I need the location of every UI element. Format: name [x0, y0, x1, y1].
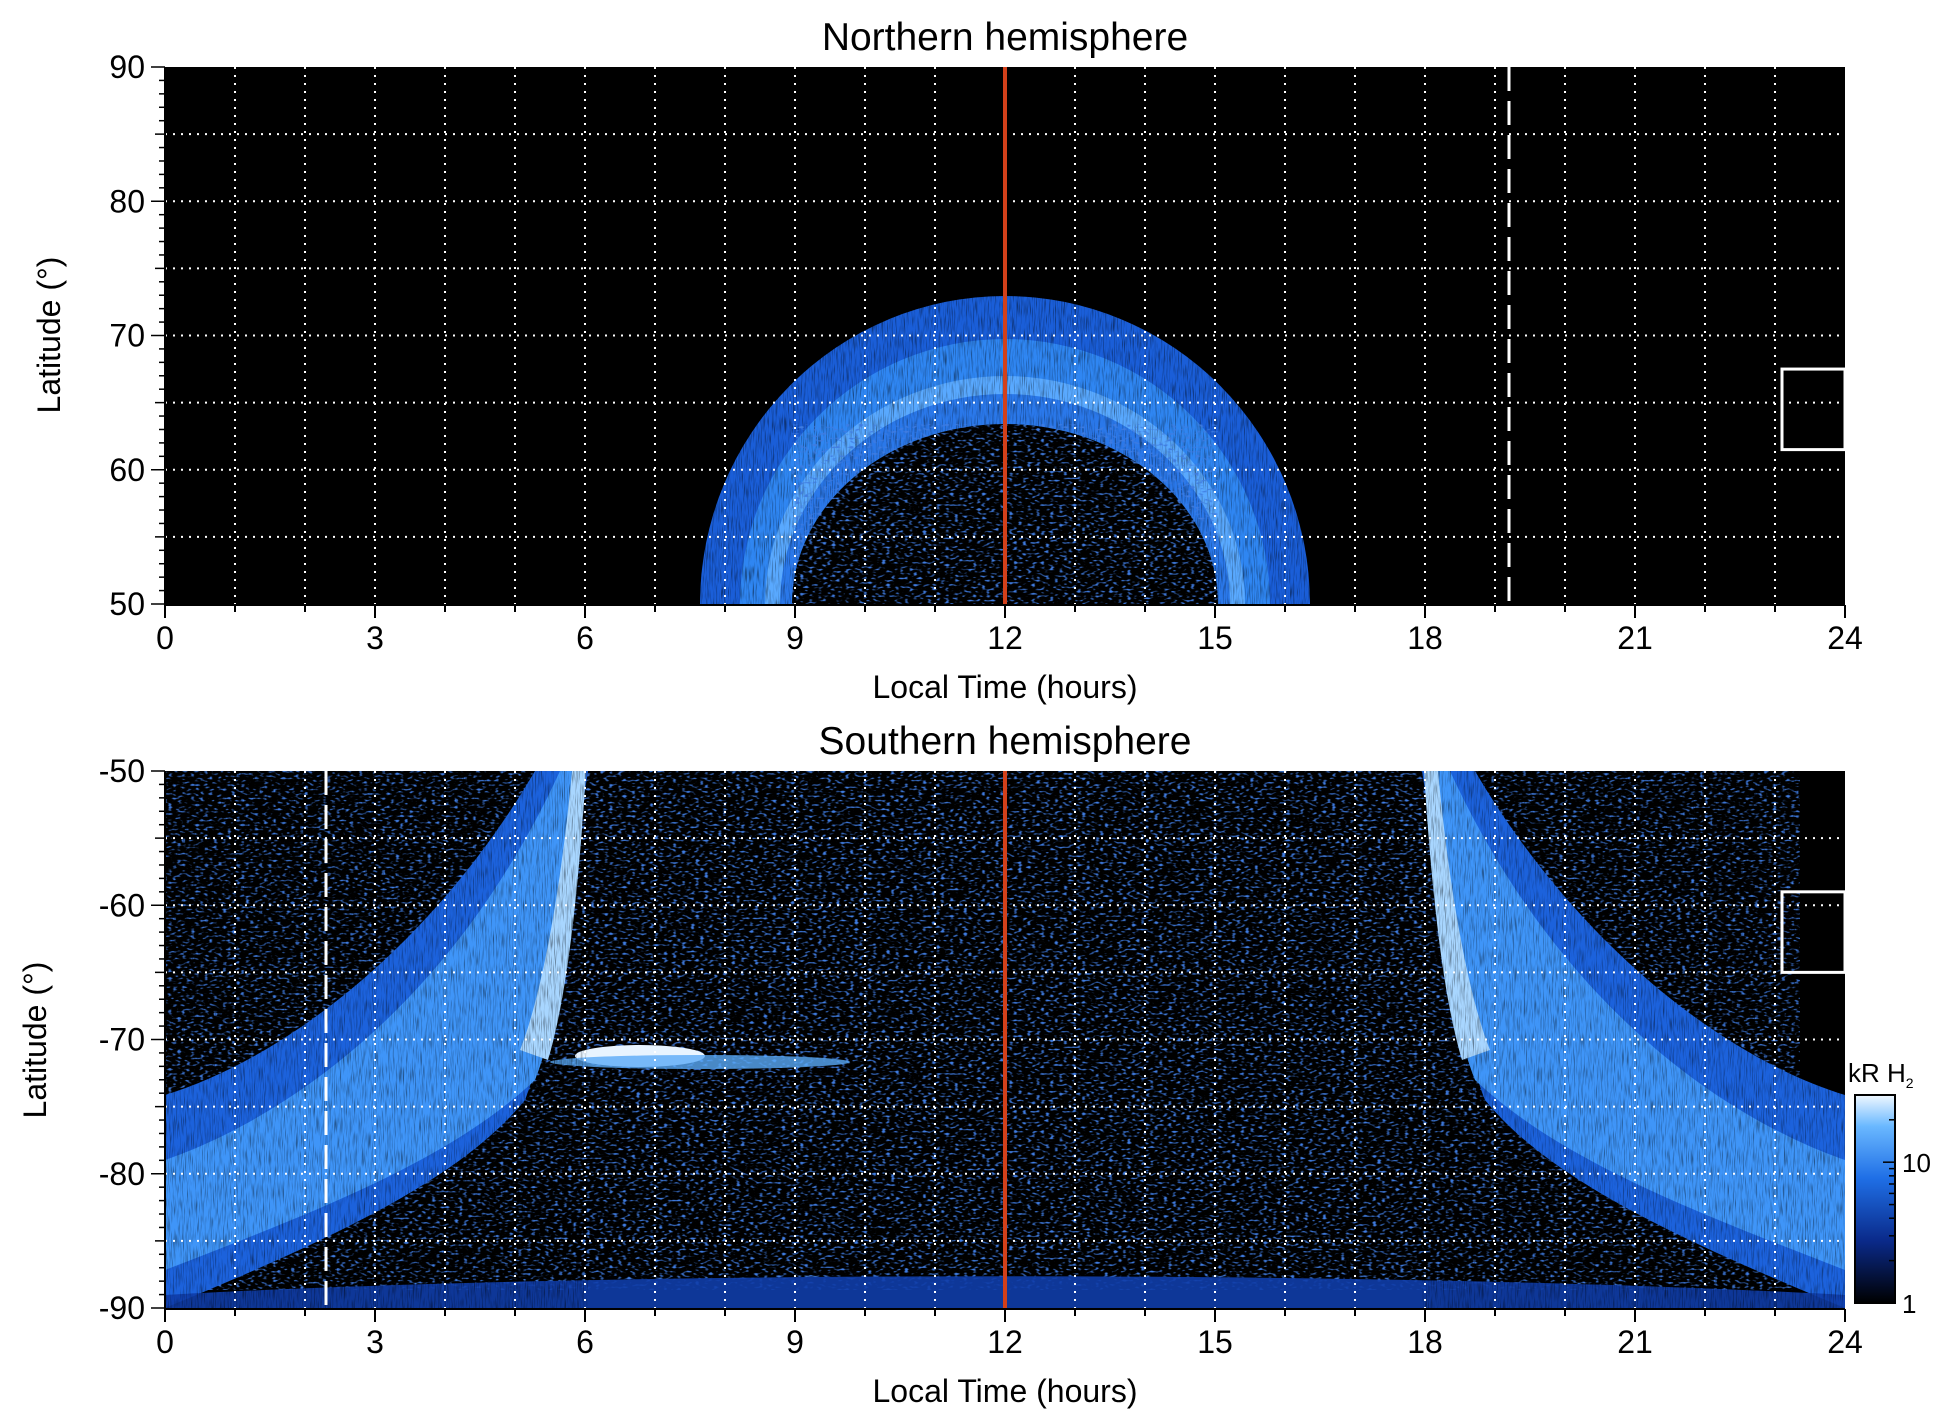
northern-x-tick-label: 24 [1827, 620, 1863, 656]
southern-x-tick-label: 24 [1827, 1324, 1863, 1360]
northern-x-axis-label: Local Time (hours) [873, 669, 1138, 705]
southern-x-tick-label: 9 [786, 1324, 804, 1360]
southern-y-axis-label: Latitude (°) [17, 962, 53, 1119]
southern-x-tick-label: 12 [987, 1324, 1023, 1360]
northern-y-tick-label: 50 [109, 586, 145, 622]
southern-x-tick-label: 21 [1617, 1324, 1653, 1360]
northern-highlight-box [1780, 367, 1847, 452]
northern-y-tick-label: 90 [109, 49, 145, 85]
southern-reference-lines [324, 771, 1847, 1308]
southern-y-tick-label: -80 [99, 1156, 145, 1192]
southern-x-tick-label: 15 [1197, 1324, 1233, 1360]
colorbar: 1 10 kR H2 [1848, 1058, 1931, 1319]
southern-y-tick-label: -90 [99, 1290, 145, 1326]
southern-x-tick-label: 0 [156, 1324, 174, 1360]
northern-x-tick-label: 21 [1617, 620, 1653, 656]
southern-y-tick-label: -50 [99, 753, 145, 789]
southern-y-tick-label: -60 [99, 887, 145, 923]
northern-x-tick-label: 9 [786, 620, 804, 656]
northern-reference-lines [1003, 67, 1847, 604]
northern-y-tick-label: 70 [109, 318, 145, 354]
southern-highlight-box [1780, 890, 1847, 974]
northern-x-tick-label: 3 [366, 620, 384, 656]
southern-x-tick-label: 18 [1407, 1324, 1443, 1360]
southern-x-axis-label: Local Time (hours) [873, 1373, 1138, 1409]
southern-y-tick-label: -70 [99, 1022, 145, 1058]
northern-y-tick-label: 80 [109, 183, 145, 219]
northern-panel: Northern hemisphere 0 3 6 9 12 15 18 21 24 50 60 70… [31, 16, 1863, 705]
southern-x-tick-label: 6 [576, 1324, 594, 1360]
southern-title: Southern hemisphere [819, 720, 1192, 763]
northern-x-tick-label: 6 [576, 620, 594, 656]
northern-title: Northern hemisphere [822, 16, 1188, 59]
colorbar-ticks: 1 10 [1883, 1094, 1931, 1319]
southern-x-tick-label: 3 [366, 1324, 384, 1360]
northern-y-tick-label: 60 [109, 452, 145, 488]
northern-x-tick-label: 15 [1197, 620, 1233, 656]
northern-x-tick-label: 12 [987, 620, 1023, 656]
northern-axes: 0 3 6 9 12 15 18 21 24 50 60 70 80 90 [109, 49, 1862, 656]
northern-emission-map [700, 296, 1310, 604]
colorbar-tick-label: 1 [1902, 1289, 1916, 1319]
colorbar-scale [1854, 1094, 1896, 1304]
southern-panel: Southern hemisphere 0 3 6 9 12 15 18 21 24 -90 -80… [17, 720, 1931, 1409]
northern-y-axis-label: Latitude (°) [31, 257, 67, 414]
colorbar-label: kR H2 [1848, 1058, 1914, 1091]
northern-x-tick-label: 18 [1407, 620, 1443, 656]
northern-x-tick-label: 0 [156, 620, 174, 656]
southern-axes: 0 3 6 9 12 15 18 21 24 -90 -80 -70 -60 -50 [99, 753, 1863, 1360]
colorbar-tick-label: 10 [1902, 1148, 1931, 1178]
